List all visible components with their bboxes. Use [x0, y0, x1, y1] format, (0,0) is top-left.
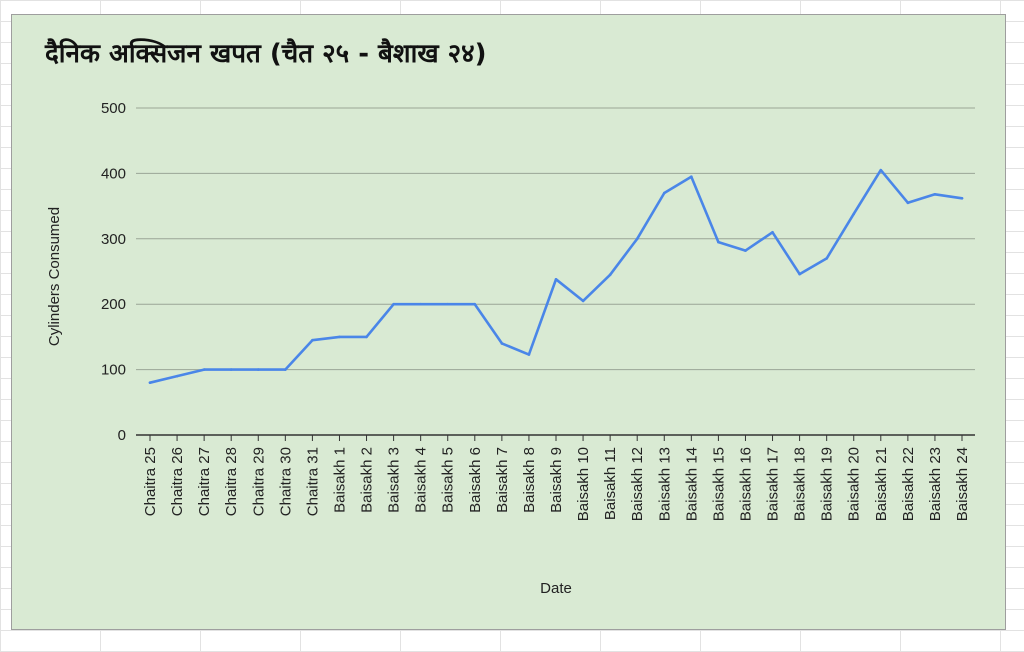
data-point: [446, 302, 450, 306]
data-point: [798, 272, 801, 276]
data-point: [690, 175, 693, 178]
data-point: [554, 278, 558, 281]
x-tick-label: Baisakh 11: [602, 447, 619, 520]
data-point: [338, 335, 341, 339]
x-tick-label: Baisakh 4: [413, 447, 430, 513]
data-point: [202, 368, 206, 371]
data-point: [284, 368, 287, 371]
x-tick-label: Baisakh 2: [359, 447, 376, 513]
x-tick-label: Chaitra 30: [277, 447, 294, 516]
x-tick-label: Baisakh 5: [440, 447, 457, 513]
data-point: [825, 257, 828, 260]
x-tick-label: Baisakh 18: [792, 447, 809, 521]
data-point: [256, 368, 260, 371]
x-tick-label: Baisakh 21: [873, 447, 890, 521]
y-tick-label: 500: [101, 100, 126, 117]
data-point: [771, 230, 774, 234]
data-point: [527, 353, 531, 356]
data-point: [635, 237, 639, 241]
data-point: [473, 302, 477, 306]
x-tick-label: Baisakh 3: [386, 447, 403, 513]
x-tick-label: Chaitra 28: [223, 447, 240, 516]
data-point: [419, 302, 422, 306]
series-line: [148, 168, 964, 385]
data-point: [148, 381, 152, 384]
x-tick-label: Baisakh 14: [683, 447, 700, 521]
x-axis-title: Date: [540, 580, 572, 597]
data-point: [392, 302, 395, 306]
data-point: [744, 249, 747, 252]
x-tick-label: Baisakh 17: [765, 447, 782, 521]
data-point: [608, 273, 612, 277]
data-point: [717, 240, 720, 244]
x-tick-label: Baisakh 1: [331, 447, 348, 513]
x-tick-label: Baisakh 12: [629, 447, 646, 521]
x-tick-label: Chaitra 31: [304, 447, 321, 516]
data-point: [311, 338, 314, 342]
y-axis-title: Cylinders Consumed: [46, 207, 63, 346]
x-tick-label: Chaitra 27: [196, 447, 213, 516]
x-tick-label: Chaitra 25: [142, 447, 159, 516]
data-point: [852, 212, 856, 216]
x-tick-label: Baisakh 22: [900, 447, 917, 521]
data-point: [229, 368, 233, 371]
x-tick-label: Baisakh 23: [927, 447, 944, 521]
x-tick-label: Baisakh 24: [954, 447, 971, 521]
x-tick-label: Baisakh 6: [467, 447, 484, 513]
data-point: [581, 299, 585, 303]
chart-title: दैनिक अक्सिजन खपत (चैत २५ - बैशाख २४): [45, 39, 487, 69]
x-tick-label: Chaitra 29: [250, 447, 267, 516]
data-point: [933, 193, 937, 196]
data-point: [365, 335, 368, 339]
data-point: [175, 374, 179, 378]
x-tick-label: Baisakh 15: [710, 447, 727, 521]
y-tick-label: 100: [101, 362, 126, 379]
y-tick-label: 200: [101, 296, 126, 313]
x-tick-label: Baisakh 9: [548, 447, 565, 513]
x-tick-label: Baisakh 10: [575, 447, 592, 521]
y-tick-label: 300: [101, 231, 126, 248]
data-point: [879, 168, 883, 172]
x-tick-label: Chaitra 26: [169, 447, 186, 516]
x-tick-label: Baisakh 13: [656, 447, 673, 521]
x-tick-label: Baisakh 20: [846, 447, 863, 521]
data-point: [500, 342, 504, 345]
x-tick-label: Baisakh 7: [494, 447, 511, 513]
data-point: [960, 196, 964, 200]
x-tick-label: Baisakh 16: [737, 447, 754, 521]
y-tick-label: 0: [118, 427, 126, 444]
data-point: [906, 201, 910, 205]
x-tick-label: Baisakh 19: [819, 447, 836, 521]
y-tick-label: 400: [101, 165, 126, 182]
x-tick-label: Baisakh 8: [521, 447, 538, 513]
chart-container[interactable]: [11, 14, 1006, 630]
data-point: [662, 191, 666, 195]
